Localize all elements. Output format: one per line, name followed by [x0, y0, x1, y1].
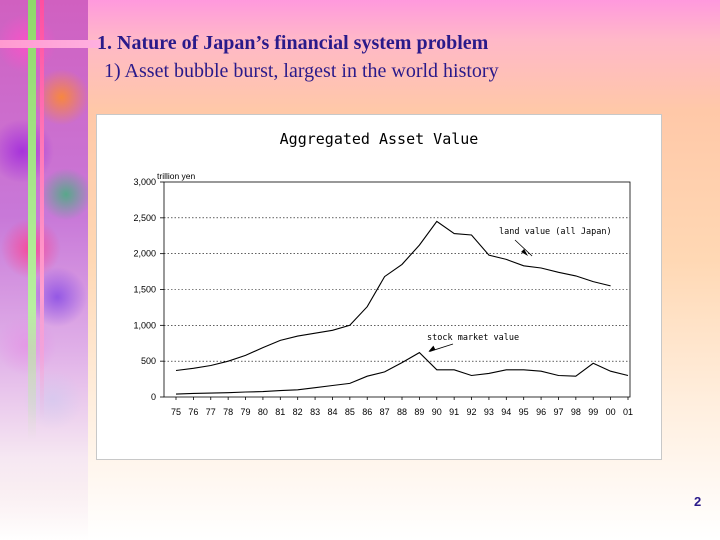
- y-tick-label: 500: [141, 356, 156, 366]
- y-tick-label: 2,000: [133, 249, 156, 259]
- x-tick-label: 77: [206, 407, 216, 417]
- x-tick-label: 80: [258, 407, 268, 417]
- x-tick-label: 88: [397, 407, 407, 417]
- x-tick-label: 01: [623, 407, 633, 417]
- stock-market-arrow: [429, 343, 454, 352]
- x-tick-label: 90: [432, 407, 442, 417]
- x-tick-label: 99: [588, 407, 598, 417]
- x-tick-label: 91: [449, 407, 459, 417]
- stock-market-value-line: [175, 351, 629, 395]
- x-tick-label: 89: [414, 407, 424, 417]
- y-tick-label: 3,000: [133, 177, 156, 187]
- stock-market-annotation: stock market value: [427, 333, 519, 343]
- y-tick-label: 0: [151, 392, 156, 402]
- chart-svg: Aggregated Asset Value trillion yen 0 500 1,…: [133, 130, 633, 417]
- land-value-annotation: land value (all Japan): [499, 227, 612, 237]
- chart-title: Aggregated Asset Value: [280, 130, 479, 148]
- x-tick-label: 79: [241, 407, 251, 417]
- x-tick-label: 92: [467, 407, 477, 417]
- x-tick-label: 83: [310, 407, 320, 417]
- y-tick-label: 2,500: [133, 213, 156, 223]
- decorative-side-art: [0, 0, 88, 540]
- x-tick-label: 85: [345, 407, 355, 417]
- x-tick-label: 93: [484, 407, 494, 417]
- x-tick-label: 87: [380, 407, 390, 417]
- decorative-green-bar: [28, 0, 36, 440]
- x-tick-label: 98: [571, 407, 581, 417]
- x-tick-label: 81: [275, 407, 285, 417]
- decorative-pink-bar: [40, 0, 44, 420]
- y-tick-label: 1,500: [133, 285, 156, 295]
- land-value-arrow: [514, 239, 533, 257]
- x-tick-label: 82: [293, 407, 303, 417]
- y-tick-label: 1,000: [133, 320, 156, 330]
- x-tick-label: 00: [606, 407, 616, 417]
- land-value-line: [175, 220, 611, 372]
- stock-market-arrowhead: [428, 345, 436, 352]
- x-tick-label: 97: [553, 407, 563, 417]
- page-number: 2: [694, 494, 702, 509]
- slide-heading: 1. Nature of Japan’s financial system pr…: [97, 32, 489, 54]
- x-tick-label: 96: [536, 407, 546, 417]
- land-value-arrowhead: [521, 249, 529, 256]
- y-axis-unit-label: trillion yen: [157, 171, 196, 181]
- x-tick-label: 84: [327, 407, 337, 417]
- x-tick-label: 75: [171, 407, 181, 417]
- slide-subheading: 1) Asset bubble burst, largest in the wo…: [104, 60, 499, 82]
- x-tick-label: 86: [362, 407, 372, 417]
- x-tick-label: 95: [519, 407, 529, 417]
- x-tick-label: 78: [223, 407, 233, 417]
- x-tick-label: 94: [501, 407, 511, 417]
- decorative-horizontal-bar: [0, 40, 100, 48]
- x-tick-label: 76: [188, 407, 198, 417]
- chart-panel: Aggregated Asset Value trillion yen 0 500 1,…: [96, 114, 662, 460]
